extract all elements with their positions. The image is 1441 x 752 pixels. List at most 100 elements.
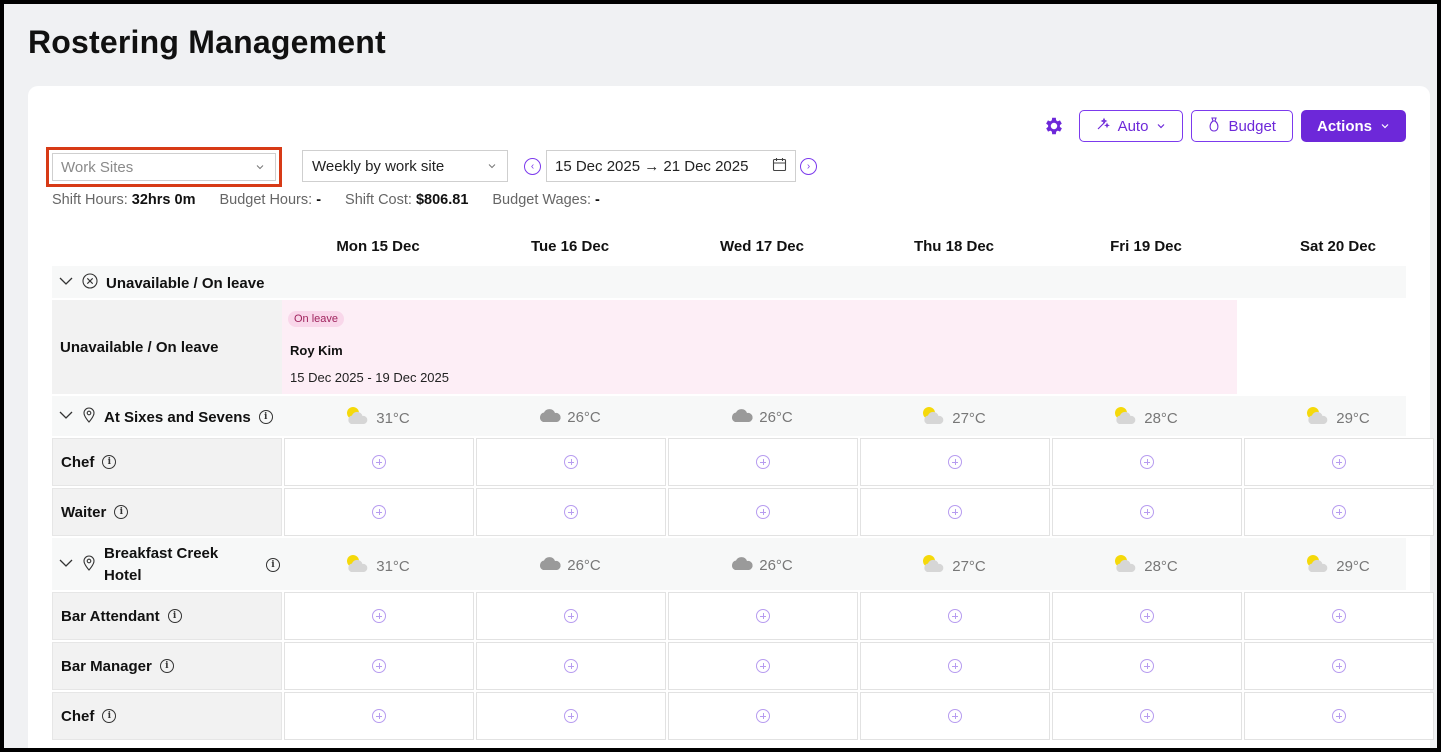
add-shift-icon[interactable] [756, 505, 770, 519]
shift-cell[interactable] [476, 692, 666, 740]
info-icon[interactable]: i [167, 609, 182, 623]
group-header-site[interactable]: Breakfast Creek Hotel i [52, 538, 1406, 590]
budget-button[interactable]: Budget [1191, 110, 1293, 142]
day-header: Fri 19 Dec [1110, 238, 1182, 255]
shift-cell[interactable] [1244, 438, 1434, 486]
shift-cell[interactable] [1244, 642, 1434, 690]
info-icon[interactable]: i [258, 410, 273, 424]
add-shift-icon[interactable] [372, 505, 386, 519]
previous-week-icon[interactable]: ‹ [524, 158, 541, 175]
leave-dates: 15 Dec 2025 - 19 Dec 2025 [290, 370, 449, 385]
add-shift-icon[interactable] [564, 659, 578, 673]
info-icon[interactable]: i [114, 505, 129, 519]
add-shift-icon[interactable] [564, 709, 578, 723]
shift-cell[interactable] [476, 438, 666, 486]
budget-hours-stat: Budget Hours: - [219, 192, 322, 208]
leave-entry[interactable]: On leave Roy Kim 15 Dec 2025 - 19 Dec 20… [282, 300, 1237, 394]
shift-cell[interactable] [860, 692, 1050, 740]
shift-cell[interactable] [476, 642, 666, 690]
add-shift-icon[interactable] [372, 455, 386, 469]
budget-button-label: Budget [1228, 117, 1276, 135]
add-shift-icon[interactable] [1140, 505, 1154, 519]
add-shift-icon[interactable] [372, 659, 386, 673]
shift-cell[interactable] [284, 438, 474, 486]
shift-cell[interactable] [476, 592, 666, 640]
work-sites-select[interactable]: Work Sites [52, 153, 276, 181]
auto-button[interactable]: Auto [1078, 110, 1184, 142]
shift-cell[interactable] [284, 642, 474, 690]
shift-cell[interactable] [1052, 692, 1242, 740]
add-shift-icon[interactable] [1332, 609, 1346, 623]
group-header-leave[interactable]: Unavailable / On leave [52, 266, 1406, 298]
shift-cell[interactable] [668, 488, 858, 536]
settings-gear-icon[interactable] [1041, 113, 1067, 139]
next-week-icon[interactable]: › [800, 158, 817, 175]
shift-cell[interactable] [860, 488, 1050, 536]
add-shift-icon[interactable] [1140, 659, 1154, 673]
on-leave-badge: On leave [288, 311, 345, 327]
info-icon[interactable]: i [102, 709, 117, 723]
date-range-value: 15 Dec 2025 → 21 Dec 2025 [555, 157, 749, 175]
shift-cell[interactable] [284, 488, 474, 536]
shift-cell[interactable] [668, 642, 858, 690]
info-icon[interactable]: i [159, 659, 174, 673]
add-shift-icon[interactable] [1140, 709, 1154, 723]
add-shift-icon[interactable] [564, 455, 578, 469]
date-range-picker[interactable]: 15 Dec 2025 → 21 Dec 2025 [546, 150, 796, 182]
shift-cell[interactable] [284, 592, 474, 640]
chevron-down-icon[interactable] [58, 273, 74, 293]
temperature: 27°C [952, 557, 986, 575]
weather-forecast: 29°C [1242, 554, 1432, 578]
add-shift-icon[interactable] [372, 609, 386, 623]
shift-cell[interactable] [668, 438, 858, 486]
role-row-label: Chef i [52, 438, 282, 486]
shift-cell[interactable] [1244, 692, 1434, 740]
info-icon[interactable]: i [266, 558, 280, 572]
add-shift-icon[interactable] [1332, 505, 1346, 519]
add-shift-icon[interactable] [372, 709, 386, 723]
shift-cell[interactable] [1052, 438, 1242, 486]
info-icon[interactable]: i [102, 455, 117, 469]
shift-cell[interactable] [284, 692, 474, 740]
add-shift-icon[interactable] [948, 659, 962, 673]
temperature: 31°C [376, 557, 410, 575]
add-shift-icon[interactable] [756, 609, 770, 623]
actions-button[interactable]: Actions [1300, 110, 1406, 142]
sun-cloud-icon [1304, 554, 1332, 578]
add-shift-icon[interactable] [1332, 455, 1346, 469]
shift-cell[interactable] [668, 592, 858, 640]
money-bag-icon [1208, 116, 1220, 136]
sun-cloud-icon [344, 554, 372, 578]
add-shift-icon[interactable] [1332, 709, 1346, 723]
add-shift-icon[interactable] [564, 609, 578, 623]
add-shift-icon[interactable] [948, 609, 962, 623]
app-window: Rostering Management Auto Budget [4, 4, 1437, 748]
add-shift-icon[interactable] [756, 455, 770, 469]
view-mode-select[interactable]: Weekly by work site [302, 150, 508, 182]
shift-cell[interactable] [1052, 592, 1242, 640]
shift-cell[interactable] [668, 692, 858, 740]
chevron-down-icon [487, 158, 497, 175]
shift-cell[interactable] [476, 488, 666, 536]
shift-cell[interactable] [1244, 592, 1434, 640]
add-shift-icon[interactable] [1332, 659, 1346, 673]
shift-cell[interactable] [1052, 488, 1242, 536]
add-shift-icon[interactable] [756, 659, 770, 673]
add-shift-icon[interactable] [948, 455, 962, 469]
weather-forecast: 26°C [666, 406, 856, 428]
chevron-down-icon[interactable] [58, 555, 74, 575]
add-shift-icon[interactable] [756, 709, 770, 723]
shift-cell[interactable] [860, 642, 1050, 690]
shift-cell[interactable] [1052, 642, 1242, 690]
shift-cell[interactable] [860, 438, 1050, 486]
add-shift-icon[interactable] [948, 709, 962, 723]
chevron-down-icon[interactable] [58, 407, 74, 427]
temperature: 28°C [1144, 409, 1178, 427]
add-shift-icon[interactable] [1140, 609, 1154, 623]
shift-cell[interactable] [860, 592, 1050, 640]
add-shift-icon[interactable] [564, 505, 578, 519]
shift-cell[interactable] [1244, 488, 1434, 536]
add-shift-icon[interactable] [948, 505, 962, 519]
group-header-site[interactable]: At Sixes and Sevens i [52, 396, 1406, 436]
add-shift-icon[interactable] [1140, 455, 1154, 469]
